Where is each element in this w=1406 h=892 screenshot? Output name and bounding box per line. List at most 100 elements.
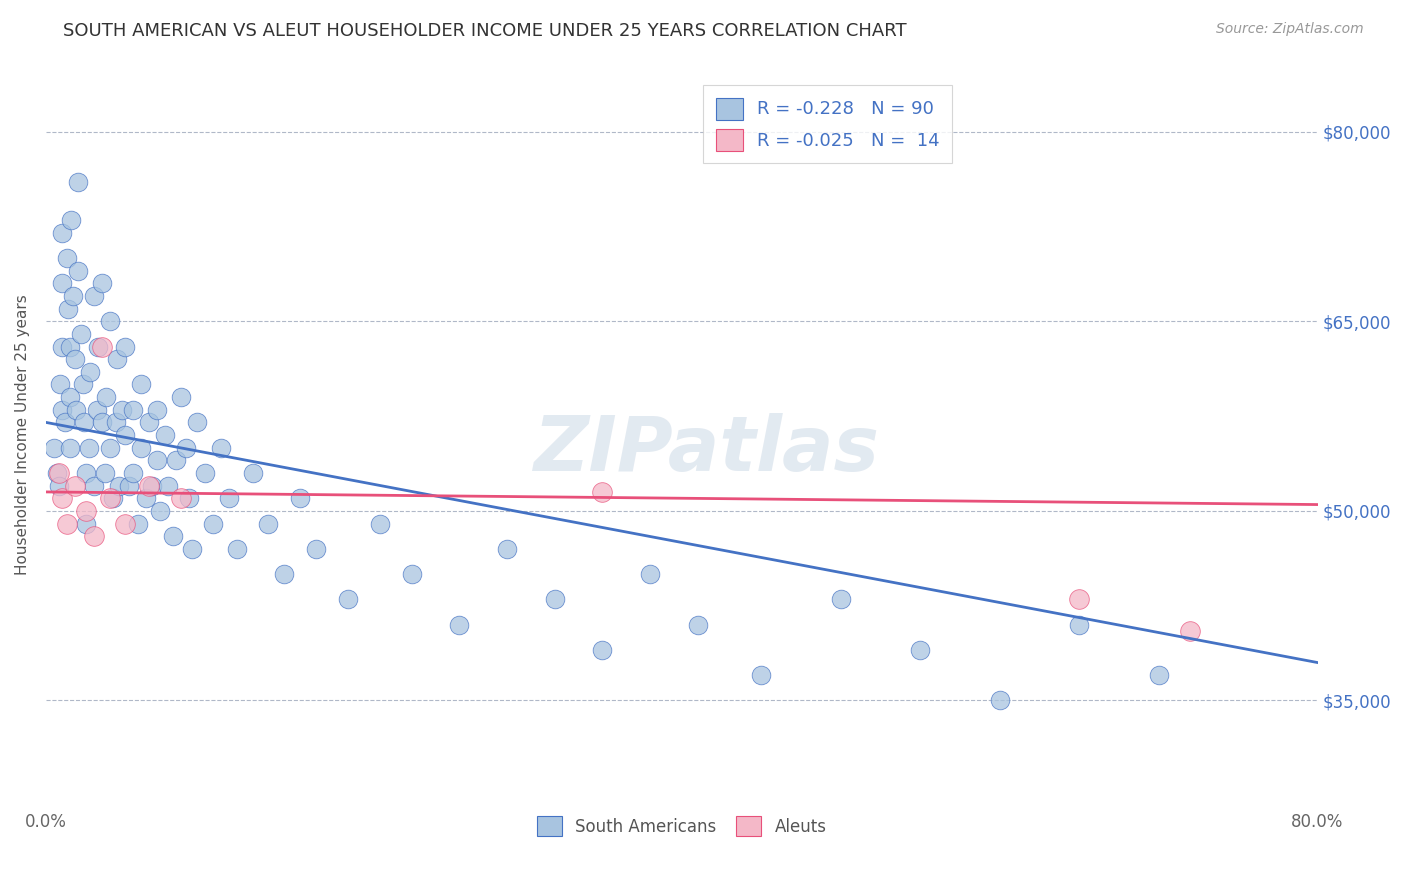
Point	[401, 567, 423, 582]
Point	[63, 352, 86, 367]
Point	[90, 277, 112, 291]
Point	[170, 491, 193, 506]
Text: ZIPatlas: ZIPatlas	[534, 413, 880, 487]
Point	[146, 402, 169, 417]
Point	[59, 390, 82, 404]
Point	[83, 478, 105, 492]
Point	[51, 226, 73, 240]
Point	[141, 478, 163, 492]
Point	[830, 592, 852, 607]
Point	[305, 541, 328, 556]
Point	[51, 491, 73, 506]
Point	[591, 643, 613, 657]
Point	[65, 402, 87, 417]
Point	[63, 478, 86, 492]
Point	[62, 289, 84, 303]
Point	[73, 416, 96, 430]
Point	[86, 402, 108, 417]
Point	[1180, 624, 1202, 638]
Point	[75, 516, 97, 531]
Point	[114, 516, 136, 531]
Point	[87, 340, 110, 354]
Point	[225, 541, 247, 556]
Point	[98, 314, 121, 328]
Point	[127, 516, 149, 531]
Point	[686, 617, 709, 632]
Point	[1067, 592, 1090, 607]
Point	[591, 484, 613, 499]
Point	[114, 428, 136, 442]
Point	[165, 453, 187, 467]
Point	[543, 592, 565, 607]
Point	[149, 504, 172, 518]
Point	[114, 340, 136, 354]
Point	[122, 402, 145, 417]
Point	[59, 441, 82, 455]
Point	[77, 441, 100, 455]
Point	[70, 326, 93, 341]
Point	[177, 491, 200, 506]
Point	[42, 441, 65, 455]
Point	[104, 416, 127, 430]
Point	[90, 416, 112, 430]
Point	[75, 466, 97, 480]
Point	[201, 516, 224, 531]
Point	[336, 592, 359, 607]
Text: Source: ZipAtlas.com: Source: ZipAtlas.com	[1216, 22, 1364, 37]
Point	[146, 453, 169, 467]
Point	[83, 289, 105, 303]
Legend: South Americans, Aleuts: South Americans, Aleuts	[529, 807, 835, 845]
Point	[60, 213, 83, 227]
Point	[53, 416, 76, 430]
Point	[51, 340, 73, 354]
Point	[46, 466, 69, 480]
Point	[90, 340, 112, 354]
Point	[51, 277, 73, 291]
Point	[194, 466, 217, 480]
Point	[257, 516, 280, 531]
Point	[273, 567, 295, 582]
Point	[111, 402, 134, 417]
Point	[66, 264, 89, 278]
Point	[48, 478, 70, 492]
Point	[101, 491, 124, 506]
Point	[58, 301, 80, 316]
Point	[1147, 668, 1170, 682]
Point	[908, 643, 931, 657]
Point	[55, 516, 77, 531]
Point	[135, 491, 157, 506]
Point	[79, 365, 101, 379]
Point	[157, 478, 180, 492]
Point	[122, 466, 145, 480]
Point	[181, 541, 204, 556]
Point	[75, 504, 97, 518]
Point	[138, 478, 160, 492]
Point	[59, 340, 82, 354]
Point	[638, 567, 661, 582]
Point	[96, 390, 118, 404]
Point	[83, 529, 105, 543]
Text: SOUTH AMERICAN VS ALEUT HOUSEHOLDER INCOME UNDER 25 YEARS CORRELATION CHART: SOUTH AMERICAN VS ALEUT HOUSEHOLDER INCO…	[63, 22, 907, 40]
Point	[242, 466, 264, 480]
Point	[170, 390, 193, 404]
Point	[162, 529, 184, 543]
Point	[94, 466, 117, 480]
Y-axis label: Householder Income Under 25 years: Householder Income Under 25 years	[15, 294, 30, 575]
Point	[107, 352, 129, 367]
Point	[174, 441, 197, 455]
Point	[131, 441, 153, 455]
Point	[117, 478, 139, 492]
Point	[51, 402, 73, 417]
Point	[290, 491, 312, 506]
Point	[48, 466, 70, 480]
Point	[368, 516, 391, 531]
Point	[55, 251, 77, 265]
Point	[108, 478, 131, 492]
Point	[988, 693, 1011, 707]
Point	[98, 441, 121, 455]
Point	[49, 377, 72, 392]
Point	[186, 416, 208, 430]
Point	[153, 428, 176, 442]
Point	[749, 668, 772, 682]
Point	[98, 491, 121, 506]
